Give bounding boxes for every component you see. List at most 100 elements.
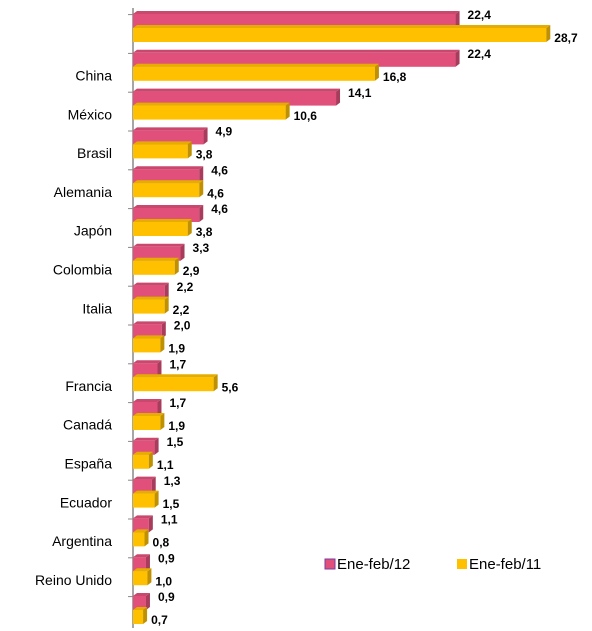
- bar-top: [133, 593, 150, 596]
- value-label: 2,9: [183, 264, 200, 278]
- bar-side: [145, 593, 150, 610]
- category-label: Alemania: [54, 184, 113, 200]
- value-label: 3,8: [196, 148, 213, 162]
- category-label: España: [65, 456, 113, 472]
- value-label: 1,3: [164, 474, 181, 488]
- category-label: Brasil: [77, 145, 112, 161]
- value-label: 1,5: [163, 497, 180, 511]
- bar: [133, 338, 161, 353]
- category-label: Argentina: [52, 533, 112, 549]
- bar-top: [133, 296, 169, 300]
- bar-top: [133, 166, 204, 170]
- bar: [133, 493, 155, 508]
- bar-top: [133, 205, 204, 208]
- bar-side: [180, 243, 185, 261]
- bar-top: [133, 360, 162, 364]
- value-label: 10,6: [294, 109, 318, 123]
- value-label: 1,9: [168, 419, 185, 433]
- value-label: 28,7: [554, 31, 578, 45]
- bar: [133, 183, 200, 198]
- category-label: Francia: [65, 378, 112, 394]
- bar: [133, 610, 144, 624]
- bar: [133, 596, 146, 610]
- value-label: 5,6: [222, 380, 239, 394]
- value-label: 0,8: [153, 536, 170, 550]
- bar-top: [133, 515, 153, 519]
- category-label: Japón: [74, 223, 112, 239]
- bar-top: [133, 49, 460, 53]
- bar: [133, 324, 162, 339]
- value-label: 1,9: [168, 342, 185, 356]
- bar-top: [133, 490, 159, 494]
- bar-side: [144, 529, 149, 547]
- category-label: Colombia: [53, 262, 112, 278]
- bar-side: [187, 141, 192, 159]
- bar-top: [133, 25, 551, 28]
- bar: [133, 454, 149, 469]
- value-label: 1,5: [167, 435, 184, 449]
- bar-side: [160, 335, 165, 353]
- bar: [133, 28, 547, 42]
- bar: [133, 66, 375, 81]
- bar: [133, 91, 337, 106]
- bar-side: [147, 568, 152, 586]
- value-label: 1,7: [169, 396, 186, 410]
- bar: [133, 208, 200, 222]
- bar-side: [160, 413, 165, 430]
- value-label: 14,1: [348, 86, 372, 100]
- bar-side: [199, 180, 204, 198]
- bar-side: [374, 63, 379, 81]
- bar-side: [336, 88, 341, 106]
- bar: [133, 130, 204, 145]
- bar-top: [133, 102, 290, 106]
- bar: [133, 571, 148, 586]
- legend-swatch: [324, 558, 336, 570]
- bar: [133, 440, 155, 455]
- bar-side: [151, 476, 156, 494]
- bar: [133, 222, 188, 236]
- bar-top: [133, 243, 185, 247]
- bar-side: [455, 11, 460, 28]
- value-label: 0,9: [158, 590, 175, 604]
- bar-top: [133, 554, 150, 558]
- bar-top: [133, 282, 169, 286]
- bar-top: [133, 219, 192, 222]
- bar: [133, 246, 181, 261]
- bar-top: [133, 374, 218, 378]
- bar: [133, 169, 200, 184]
- bar: [133, 285, 165, 300]
- bar-top: [133, 88, 341, 92]
- bar-side: [203, 127, 208, 145]
- bar: [133, 144, 188, 159]
- bar: [133, 363, 158, 378]
- bar-side: [143, 607, 148, 624]
- bar-top: [133, 529, 149, 533]
- legend-label: Ene-feb/12: [337, 556, 410, 573]
- category-label: Ecuador: [60, 494, 112, 510]
- bar-side: [199, 166, 204, 184]
- bar-side: [285, 102, 290, 120]
- bar-side: [213, 374, 218, 392]
- bar-side: [157, 399, 162, 416]
- bar: [133, 402, 158, 416]
- bar-side: [145, 554, 150, 572]
- value-label: 2,0: [174, 319, 191, 333]
- bar-top: [133, 399, 162, 402]
- bar-top: [133, 437, 159, 441]
- legend-swatch: [457, 559, 467, 569]
- bar: [133, 557, 146, 572]
- value-label: 16,8: [383, 70, 407, 84]
- bar-top: [133, 451, 153, 455]
- bar-top: [133, 141, 192, 145]
- bar: [133, 105, 286, 120]
- bar-top: [133, 11, 460, 14]
- value-label: 22,4: [468, 8, 492, 22]
- value-label: 4,6: [211, 163, 228, 177]
- bar: [133, 260, 175, 275]
- bar-top: [133, 476, 156, 480]
- legend-label: Ene-feb/11: [469, 556, 541, 573]
- bar-side: [148, 451, 153, 469]
- category-label: Reino Unido: [35, 572, 112, 588]
